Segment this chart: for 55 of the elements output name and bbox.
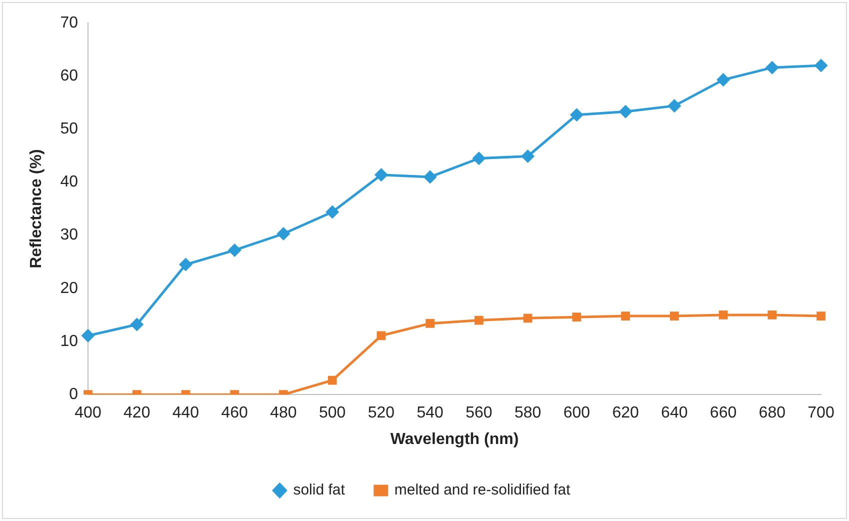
x-tick-label: 580 — [514, 404, 542, 422]
point — [426, 319, 434, 328]
point — [670, 312, 679, 320]
x-tick-label: 540 — [416, 404, 444, 422]
x-tick-label: 440 — [172, 404, 200, 422]
y-tick-label: 40 — [60, 174, 78, 191]
x-tick-label: 480 — [270, 404, 297, 422]
y-tick-label: 50 — [60, 120, 78, 138]
x-tick-label: 400 — [74, 404, 102, 422]
x-tick-label: 660 — [710, 404, 737, 422]
point — [522, 150, 534, 162]
point — [718, 310, 728, 320]
x-tick-label: 600 — [563, 404, 590, 422]
point — [768, 310, 777, 320]
x-tick-label: 460 — [221, 404, 248, 422]
point — [326, 206, 339, 218]
point — [328, 376, 337, 385]
point — [668, 100, 681, 112]
y-tick-label: 70 — [60, 14, 78, 32]
point — [82, 329, 94, 342]
point — [570, 108, 583, 122]
point — [621, 312, 630, 320]
point — [816, 312, 826, 320]
point — [130, 318, 144, 331]
point — [179, 258, 192, 271]
point — [814, 59, 828, 72]
x-tick-label: 700 — [808, 404, 834, 422]
x-tick-label: 520 — [368, 404, 395, 422]
y-tick-label: 0 — [69, 386, 78, 404]
y-tick-label: 20 — [60, 280, 78, 297]
y-tick-label: 30 — [60, 226, 78, 244]
y-tick-label: 10 — [60, 332, 78, 350]
legend-label: melted and re-solidified fat — [394, 482, 572, 499]
point — [472, 152, 486, 165]
legend-label: solid fat — [293, 482, 346, 499]
x-tick-label: 500 — [318, 404, 346, 422]
y-axis-title: Reflectance (%) — [28, 149, 46, 268]
point — [228, 244, 241, 256]
point — [619, 105, 632, 118]
x-axis-title: Wavelength (nm) — [390, 430, 519, 448]
point — [374, 168, 388, 182]
x-tick-label: 560 — [466, 404, 492, 422]
x-tick-label: 680 — [758, 404, 786, 422]
point — [424, 170, 436, 184]
point — [474, 316, 484, 325]
y-tick-label: 60 — [60, 67, 78, 84]
point — [523, 314, 532, 323]
point — [572, 312, 582, 322]
point — [717, 74, 730, 86]
x-tick-label: 420 — [124, 404, 150, 422]
x-tick-label: 620 — [612, 404, 639, 422]
point — [277, 228, 290, 240]
point — [376, 331, 386, 340]
x-tick-label: 640 — [661, 404, 688, 422]
point — [766, 61, 778, 74]
